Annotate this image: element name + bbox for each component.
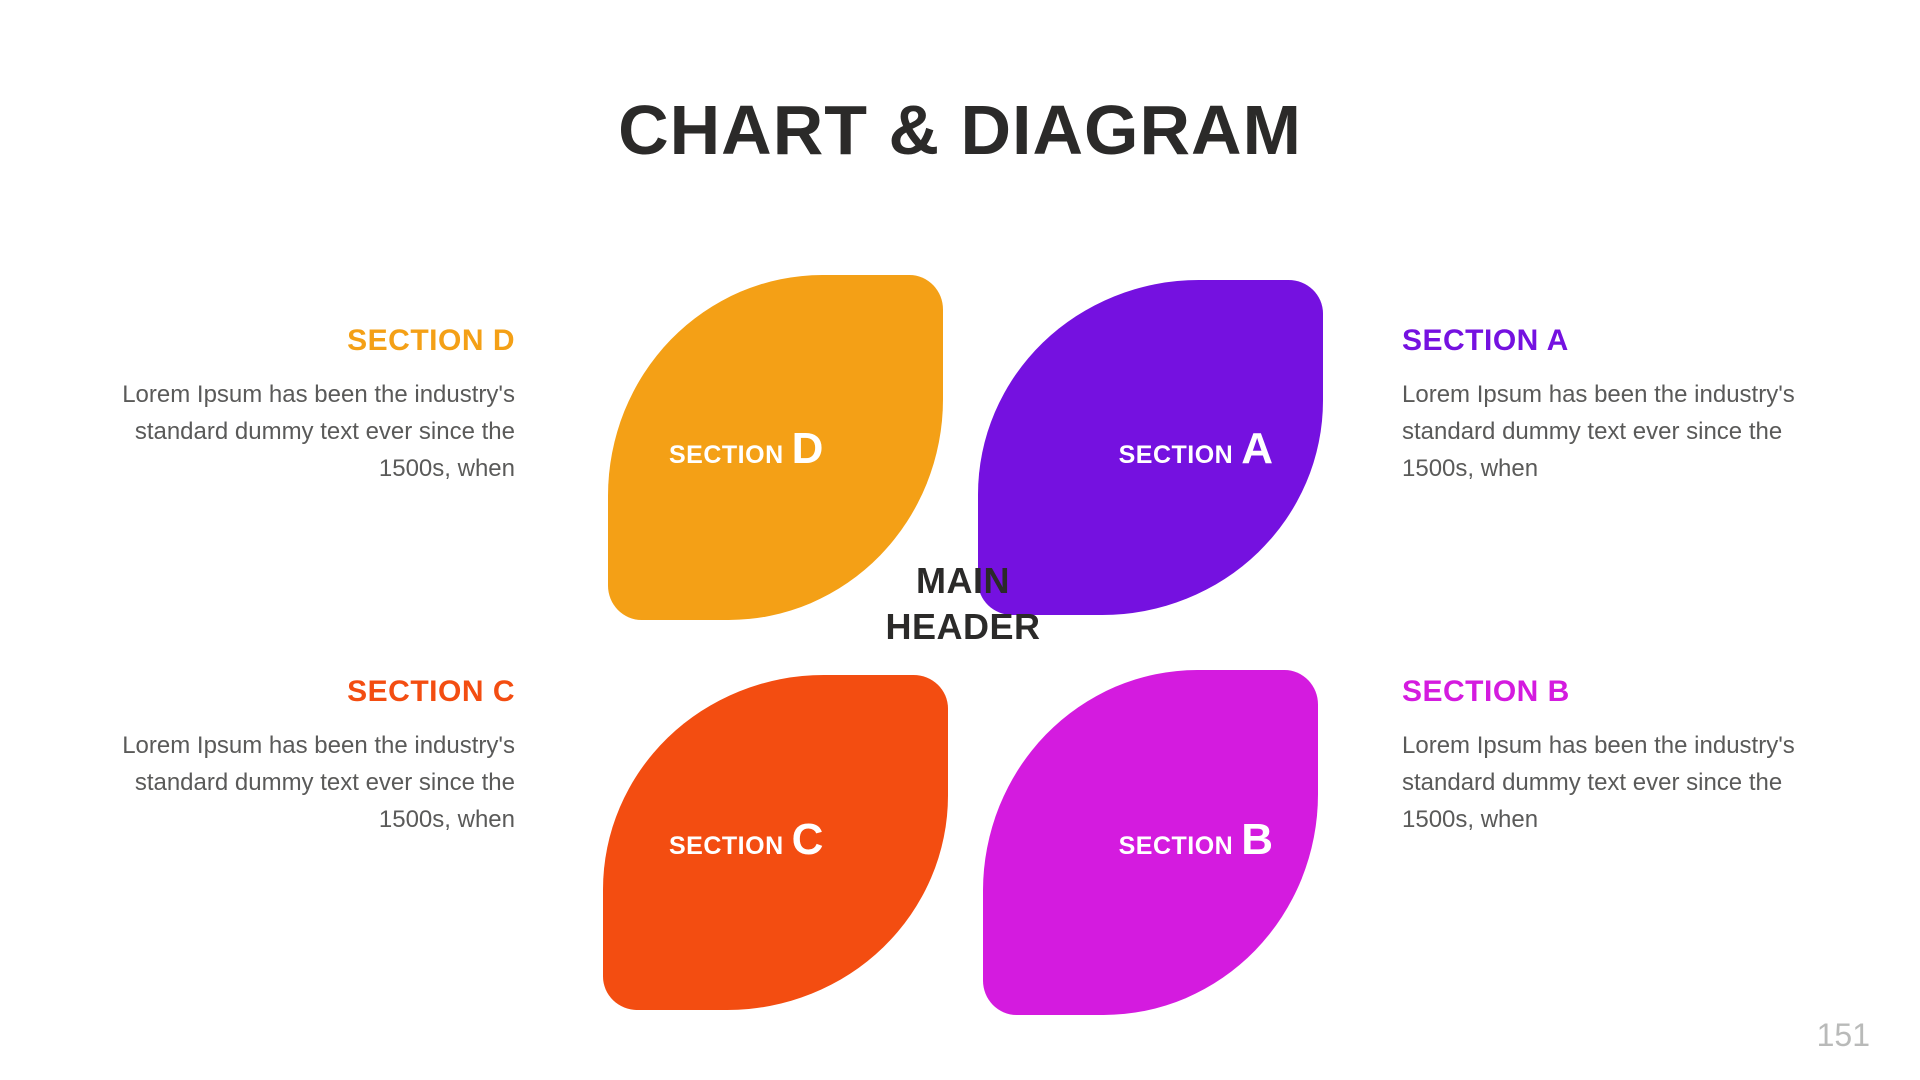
- petal-d-label-big: D: [792, 424, 824, 474]
- petal-b-label-small: SECTION: [1119, 832, 1234, 861]
- petal-c-label-small: SECTION: [669, 832, 784, 861]
- section-d-body: Lorem Ipsum has been the industry's stan…: [95, 376, 515, 488]
- section-d-heading: SECTION D: [95, 324, 515, 358]
- page-title: CHART & DIAGRAM: [0, 90, 1920, 170]
- petal-diagram: SECTION A SECTION D SECTION C SECTION B …: [593, 280, 1333, 1020]
- center-line1: MAIN: [916, 560, 1010, 601]
- section-c-blurb: SECTION C Lorem Ipsum has been the indus…: [95, 675, 515, 839]
- section-b-heading: SECTION B: [1402, 675, 1822, 709]
- petal-a-label-small: SECTION: [1119, 441, 1234, 470]
- section-b-body: Lorem Ipsum has been the industry's stan…: [1402, 727, 1822, 839]
- section-c-body: Lorem Ipsum has been the industry's stan…: [95, 727, 515, 839]
- center-header: MAIN HEADER: [593, 558, 1333, 650]
- section-c-heading: SECTION C: [95, 675, 515, 709]
- section-d-blurb: SECTION D Lorem Ipsum has been the indus…: [95, 324, 515, 488]
- petal-a-label: SECTION A: [1119, 424, 1273, 474]
- petal-b-label: SECTION B: [1119, 815, 1273, 865]
- petal-a-label-big: A: [1241, 424, 1273, 474]
- section-b-blurb: SECTION B Lorem Ipsum has been the indus…: [1402, 675, 1822, 839]
- petal-d-label-small: SECTION: [669, 441, 784, 470]
- petal-d-label: SECTION D: [669, 424, 823, 474]
- center-line2: HEADER: [885, 606, 1040, 647]
- petal-b-label-big: B: [1241, 815, 1273, 865]
- petal-c-label-big: C: [792, 815, 824, 865]
- section-a-heading: SECTION A: [1402, 324, 1822, 358]
- petal-c-label: SECTION C: [669, 815, 823, 865]
- section-a-blurb: SECTION A Lorem Ipsum has been the indus…: [1402, 324, 1822, 488]
- section-a-body: Lorem Ipsum has been the industry's stan…: [1402, 376, 1822, 488]
- page-number: 151: [1817, 1017, 1870, 1054]
